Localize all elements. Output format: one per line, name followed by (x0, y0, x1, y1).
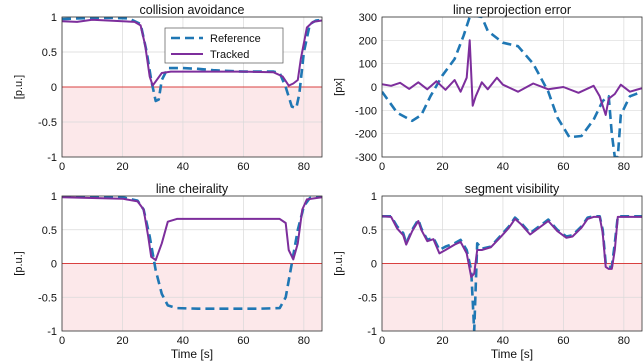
legend-reference-label: Reference (210, 33, 261, 45)
tracked-series-line (382, 215, 642, 278)
chart-title: line cheirality (156, 182, 229, 196)
chart-title: collision avoidance (140, 3, 245, 17)
x-tick-label: 40 (497, 161, 509, 173)
y-tick-label: -1 (367, 326, 377, 338)
x-axis-label: Time [s] (171, 347, 213, 361)
y-tick-label: 0.5 (42, 225, 57, 237)
legend-tracked-label: Tracked (210, 49, 249, 61)
y-tick-label: 0 (51, 259, 57, 271)
plot-frame (61, 16, 323, 158)
tracked-series-line (382, 39, 642, 116)
chart-panel-2: 0 20 40 60 80 -300 -200 -100 0 100 200 300 line repr… (333, 3, 643, 173)
x-tick-label: 60 (237, 335, 249, 347)
y-tick-label: -0.5 (38, 117, 57, 129)
y-tick-label: -100 (355, 105, 377, 117)
y-tick-label: 0 (51, 82, 57, 94)
x-tick-label: 0 (379, 335, 385, 347)
tracked-series-line (62, 196, 322, 262)
plot-frame (381, 195, 643, 332)
x-tick-label: 60 (557, 161, 569, 173)
y-axis-label: [p.u.] (13, 75, 25, 99)
y-tick-label: 200 (359, 35, 377, 47)
x-tick-label: 80 (618, 161, 630, 173)
plot-frame (61, 195, 323, 332)
x-tick-label: 20 (116, 335, 128, 347)
x-tick-label: 0 (59, 161, 65, 173)
y-tick-label: 0.5 (42, 47, 57, 59)
x-tick-label: 40 (177, 335, 189, 347)
x-tick-label: 20 (116, 161, 128, 173)
y-tick-label: 0 (371, 82, 377, 94)
reference-series-line (62, 17, 322, 110)
legend-box (164, 27, 284, 64)
x-tick-label: 80 (618, 335, 630, 347)
x-tick-label: 40 (177, 161, 189, 173)
chart-title: segment visibility (465, 182, 560, 196)
chart-panel-1: 0 20 40 60 80 -1 -0.5 0 0.5 1 collision avoidance [… (13, 3, 323, 173)
chart-panel-4: 0 20 40 60 80 -1 -0.5 0 0.5 1 segment visibility [p… (333, 182, 643, 361)
x-axis-label: Time [s] (491, 347, 533, 361)
y-tick-label: -200 (355, 129, 377, 141)
x-tick-label: 20 (436, 335, 448, 347)
y-axis-label: [px] (333, 78, 345, 96)
y-tick-label: 1 (371, 191, 377, 203)
y-tick-label: 0.5 (362, 225, 377, 237)
chart-title: line reprojection error (453, 3, 571, 17)
legend: Reference Tracked (164, 27, 284, 64)
y-tick-label: -0.5 (358, 292, 377, 304)
chart-panel-3: 0 20 40 60 80 -1 -0.5 0 0.5 1 line cheirality [p.u.… (13, 182, 323, 361)
y-tick-label: 300 (359, 12, 377, 24)
y-tick-label: 0 (371, 259, 377, 271)
reference-series-line (382, 17, 642, 157)
x-tick-label: 80 (298, 335, 310, 347)
y-tick-label: -1 (47, 152, 57, 164)
y-tick-label: 1 (51, 191, 57, 203)
y-tick-label: -0.5 (38, 292, 57, 304)
x-tick-label: 20 (436, 161, 448, 173)
x-tick-label: 0 (59, 335, 65, 347)
tracked-series-line (62, 18, 322, 87)
x-tick-label: 0 (379, 161, 385, 173)
y-axis-label: [p.u.] (13, 251, 25, 275)
y-tick-label: 1 (51, 12, 57, 24)
y-tick-label: -300 (355, 152, 377, 164)
y-tick-label: -1 (47, 326, 57, 338)
x-tick-label: 60 (557, 335, 569, 347)
plot-frame (381, 16, 643, 158)
y-tick-label: 100 (359, 59, 377, 71)
y-axis-label: [p.u.] (333, 251, 345, 275)
x-tick-label: 60 (237, 161, 249, 173)
x-tick-label: 80 (298, 161, 310, 173)
x-tick-label: 40 (497, 335, 509, 347)
